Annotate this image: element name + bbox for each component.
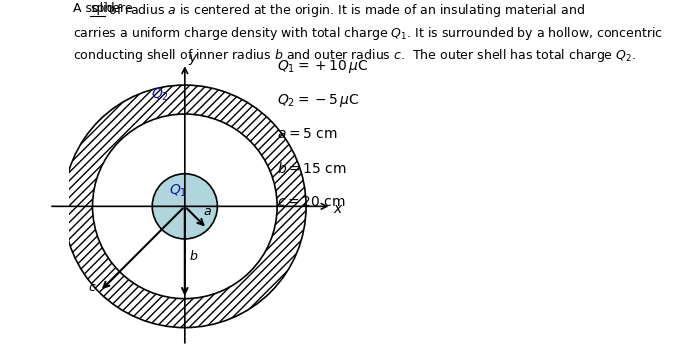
- Text: $c = 20$ cm: $c = 20$ cm: [277, 195, 346, 210]
- Circle shape: [153, 174, 217, 239]
- Text: $Q_2 = -5\,\mu$C: $Q_2 = -5\,\mu$C: [277, 92, 359, 109]
- Text: $b = 15$ cm: $b = 15$ cm: [277, 161, 347, 176]
- Text: $Q_1$: $Q_1$: [168, 183, 187, 199]
- Text: conducting shell of inner radius $b$ and outer radius $c$.  The outer shell has : conducting shell of inner radius $b$ and…: [73, 47, 635, 64]
- Text: $x$: $x$: [333, 202, 344, 216]
- Text: of radius $a$ is centered at the origin. It is made of an insulating material an: of radius $a$ is centered at the origin.…: [105, 2, 585, 19]
- Text: sphere: sphere: [90, 2, 133, 15]
- Text: $Q_2$: $Q_2$: [151, 87, 169, 104]
- Text: A solid: A solid: [73, 2, 118, 15]
- Text: carries a uniform charge density with total charge $Q_1$. It is surrounded by a : carries a uniform charge density with to…: [73, 25, 662, 42]
- Text: $b$: $b$: [189, 249, 199, 263]
- Circle shape: [93, 114, 277, 299]
- Text: $y$: $y$: [188, 51, 199, 67]
- Text: $Q_1 = +10\,\mu$C: $Q_1 = +10\,\mu$C: [277, 58, 368, 75]
- Text: $c$: $c$: [89, 281, 97, 294]
- Circle shape: [63, 85, 306, 328]
- Text: $a = 5$ cm: $a = 5$ cm: [277, 127, 338, 141]
- Text: $a$: $a$: [203, 206, 212, 218]
